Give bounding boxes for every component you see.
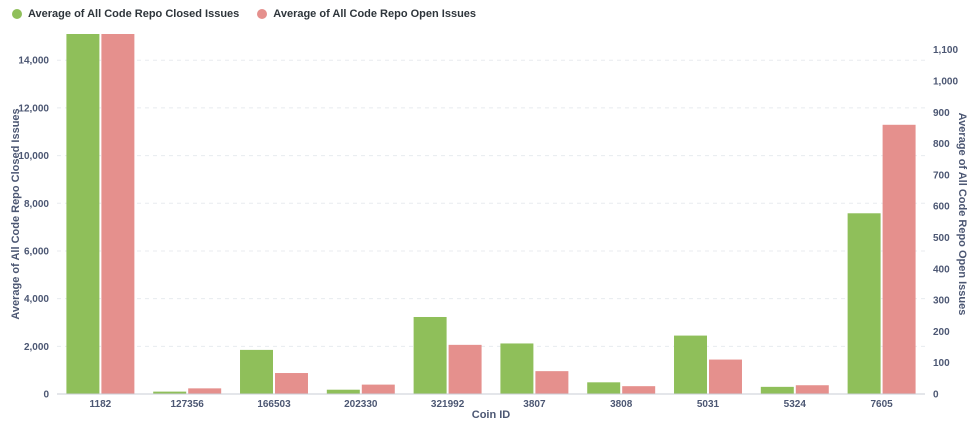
bar-closed-issues[interactable] xyxy=(240,349,273,394)
legend-item-open-issues[interactable]: Average of All Code Repo Open Issues xyxy=(257,8,476,20)
right-tick-label: 900 xyxy=(933,108,950,119)
x-tick-label: 5031 xyxy=(697,399,720,410)
bar-open-issues[interactable] xyxy=(448,344,482,394)
bar-open-issues[interactable] xyxy=(709,359,742,394)
left-tick-label: 0 xyxy=(43,390,49,401)
x-tick-label: 7605 xyxy=(870,399,893,410)
legend-dot-open xyxy=(257,9,268,19)
left-tick-label: 2,000 xyxy=(24,342,49,353)
bar-open-issues[interactable] xyxy=(882,124,916,395)
right-tick-label: 1,000 xyxy=(933,76,958,87)
bar-open-issues[interactable] xyxy=(795,385,829,394)
right-tick-label: 500 xyxy=(933,233,950,244)
bars xyxy=(66,34,916,395)
bar-closed-issues[interactable] xyxy=(153,391,187,394)
right-axis-title: Average of All Code Repo Open Issues xyxy=(956,113,968,316)
x-tick-label: 202330 xyxy=(344,399,378,410)
right-axis-ticks: 0 100 200 300 400 500 600 700 800 900 1,000 1,100 xyxy=(933,45,958,400)
right-tick-label: 700 xyxy=(933,170,950,181)
left-tick-label: 6,000 xyxy=(24,246,49,257)
right-tick-label: 0 xyxy=(933,390,939,401)
bar-closed-issues[interactable] xyxy=(674,335,707,394)
right-tick-label: 800 xyxy=(933,139,950,150)
legend-label-closed: Average of All Code Repo Closed Issues xyxy=(28,8,240,20)
x-tick-label: 3807 xyxy=(523,399,546,410)
chart-legend: Average of All Code Repo Closed Issues A… xyxy=(12,8,476,20)
bar-open-issues[interactable] xyxy=(361,384,395,394)
x-tick-label: 3808 xyxy=(610,399,633,410)
right-tick-label: 400 xyxy=(933,264,950,275)
left-axis-ticks: 0 2,000 4,000 6,000 8,000 10,000 12,000 14,000 xyxy=(18,56,49,401)
bar-closed-issues[interactable] xyxy=(413,316,447,394)
x-axis-title: Coin ID xyxy=(472,409,511,421)
right-tick-label: 600 xyxy=(933,202,950,213)
legend-dot-closed xyxy=(12,9,22,19)
bar-open-issues[interactable] xyxy=(535,371,569,394)
left-axis-title: Average of All Code Repo Closed Issues xyxy=(10,108,22,319)
x-tick-label: 166503 xyxy=(257,399,291,410)
right-tick-label: 100 xyxy=(933,358,950,369)
bar-open-issues[interactable] xyxy=(275,373,308,394)
bar-closed-issues[interactable] xyxy=(847,213,881,394)
x-tick-label: 5324 xyxy=(784,399,807,410)
left-tick-label: 8,000 xyxy=(24,199,49,210)
left-tick-label: 14,000 xyxy=(18,56,49,67)
left-tick-label: 4,000 xyxy=(24,294,49,305)
legend-label-open: Average of All Code Repo Open Issues xyxy=(273,8,477,20)
bar-closed-issues[interactable] xyxy=(500,343,534,394)
left-tick-label: 12,000 xyxy=(18,103,49,114)
x-tick-label: 1182 xyxy=(90,399,112,410)
x-axis-ticks: 1182 127356 166503 202330 321992 3807 3808 5031… xyxy=(90,399,894,410)
bar-closed-issues[interactable] xyxy=(587,382,621,394)
x-tick-label: 127356 xyxy=(171,399,205,410)
right-tick-label: 300 xyxy=(933,296,950,307)
bar-open-issues[interactable] xyxy=(101,34,135,394)
right-tick-label: 1,100 xyxy=(933,45,958,56)
x-tick-label: 321992 xyxy=(431,399,465,410)
bar-open-issues[interactable] xyxy=(622,386,656,394)
bar-closed-issues[interactable] xyxy=(326,389,360,394)
gridlines xyxy=(57,59,925,347)
right-tick-label: 200 xyxy=(933,327,950,338)
legend-item-closed-issues[interactable]: Average of All Code Repo Closed Issues xyxy=(12,8,239,20)
bar-closed-issues[interactable] xyxy=(66,34,100,394)
left-tick-label: 10,000 xyxy=(18,151,49,162)
bar-open-issues[interactable] xyxy=(188,388,222,394)
bar-closed-issues[interactable] xyxy=(760,386,794,394)
